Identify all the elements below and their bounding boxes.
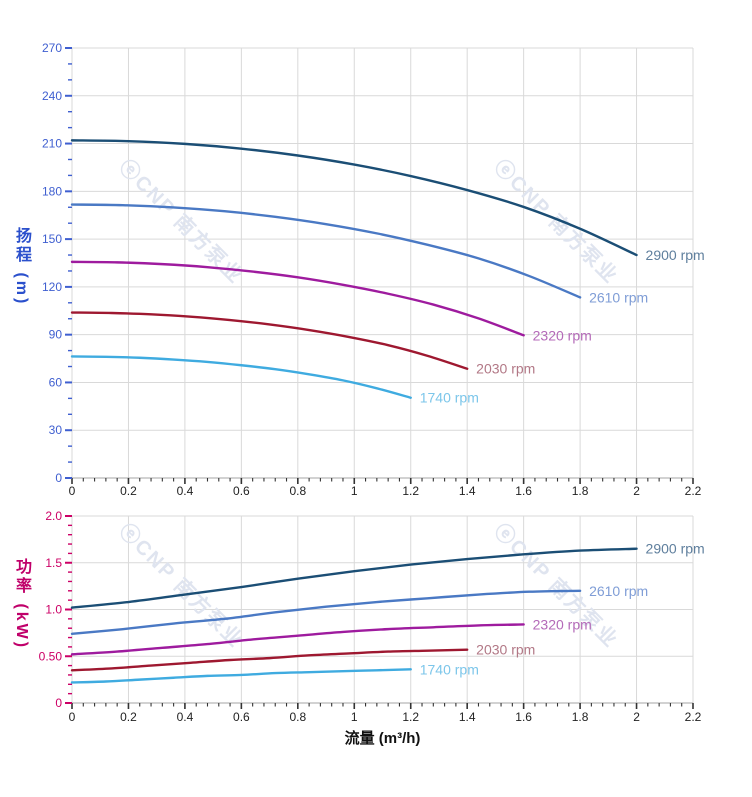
- x-tick-label: 0.6: [233, 710, 250, 724]
- y-tick-label: 270: [42, 41, 62, 55]
- curve-1740-rpm: [70, 668, 412, 684]
- y-tick-label: 1.5: [45, 556, 62, 570]
- curve-2610-rpm: [70, 203, 582, 299]
- y-tick-label: 0.50: [39, 649, 63, 663]
- x-tick-label: 0: [69, 484, 76, 498]
- curve-label-1740-rpm: 1740 rpm: [420, 661, 479, 677]
- curve-label-2610-rpm: 2610 rpm: [589, 289, 648, 305]
- x-tick-label: 0: [69, 710, 76, 724]
- x-tick-label: 0.8: [289, 710, 306, 724]
- x-tick-label: 1: [351, 710, 358, 724]
- x-tick-label: 1.2: [402, 710, 419, 724]
- curve-1740-rpm: [70, 355, 412, 399]
- x-tick-label: 0.6: [233, 484, 250, 498]
- curve-label-2900-rpm: 2900 rpm: [646, 247, 705, 263]
- y-tick-label: 120: [42, 280, 62, 294]
- y-tick-label: 0: [55, 471, 62, 485]
- x-tick-label: 1.8: [572, 484, 589, 498]
- x-tick-label: 1.2: [402, 484, 419, 498]
- x-tick-label: 1.4: [459, 710, 476, 724]
- cnp-watermark: ⓔCNP 南方泵业: [115, 518, 249, 652]
- curve-label-2610-rpm: 2610 rpm: [589, 583, 648, 599]
- curve-label-2320-rpm: 2320 rpm: [533, 616, 592, 632]
- x-tick-label: 2: [633, 710, 640, 724]
- curve-2030-rpm: [70, 648, 469, 672]
- curve-2610-rpm: [70, 589, 582, 636]
- y-tick-label: 90: [49, 328, 63, 342]
- curve-label-2320-rpm: 2320 rpm: [533, 327, 592, 343]
- x-tick-label: 2.2: [685, 484, 702, 498]
- curve-2900-rpm: [70, 547, 638, 609]
- y-tick-label: 180: [42, 184, 62, 198]
- x-tick-label: 1.6: [515, 710, 532, 724]
- y-tick-label: 0: [55, 696, 62, 710]
- y-tick-label: 2.0: [45, 509, 62, 523]
- y-tick-label: 150: [42, 232, 62, 246]
- y-tick-label: 1.0: [45, 603, 62, 617]
- x-tick-label: 0.4: [177, 484, 194, 498]
- y-tick-label: 30: [49, 423, 63, 437]
- flow-axis-title: 流量 (m³/h): [344, 730, 421, 747]
- x-tick-label: 0.2: [120, 484, 137, 498]
- x-tick-label: 0.4: [177, 710, 194, 724]
- curve-2320-rpm: [70, 623, 525, 656]
- chart-head: 0 0.2 0.4 0.6 0.8 1 1.2 1.4 1.6 1.8 2 2.2 0 30 60 90 120…: [42, 41, 702, 498]
- x-tick-label: 1: [351, 484, 358, 498]
- y-tick-label: 240: [42, 89, 62, 103]
- curve-label-2900-rpm: 2900 rpm: [646, 541, 705, 557]
- curve-label-1740-rpm: 1740 rpm: [420, 390, 479, 406]
- curve-2320-rpm: [70, 260, 525, 337]
- y-tick-label: 210: [42, 137, 62, 151]
- x-tick-label: 1.6: [515, 484, 532, 498]
- curve-label-2030-rpm: 2030 rpm: [476, 361, 535, 377]
- x-tick-label: 1.8: [572, 710, 589, 724]
- curve-2030-rpm: [70, 311, 469, 370]
- chart-power: 0 0.2 0.4 0.6 0.8 1 1.2 1.4 1.6 1.8 2 2.2 0 0.50 1.0 1.…: [39, 509, 702, 724]
- y-tick-label: 60: [49, 375, 63, 389]
- curve-2900-rpm: [70, 139, 638, 257]
- x-tick-label: 0.2: [120, 710, 137, 724]
- head-axis-title: 扬程 (m): [13, 227, 30, 307]
- x-tick-label: 2.2: [685, 710, 702, 724]
- x-tick-label: 0.8: [289, 484, 306, 498]
- power-axis-title: 功率 (kW): [13, 558, 30, 651]
- curve-label-2030-rpm: 2030 rpm: [476, 642, 535, 658]
- x-tick-label: 2: [633, 484, 640, 498]
- x-tick-label: 1.4: [459, 484, 476, 498]
